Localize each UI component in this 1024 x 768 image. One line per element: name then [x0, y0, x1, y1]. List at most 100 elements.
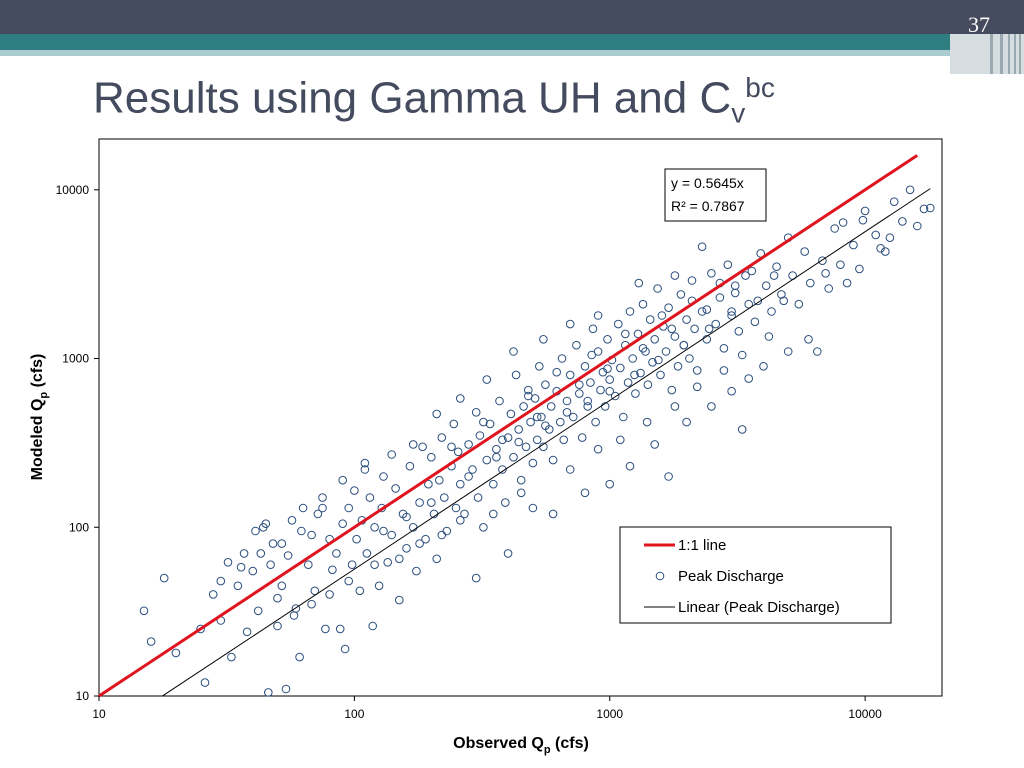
- data-point: [432, 409, 442, 419]
- data-point: [565, 465, 575, 474]
- data-point: [643, 380, 653, 390]
- y-axis-title-rest: (cfs): [29, 354, 46, 392]
- x-axis-title-rest: (cfs): [551, 735, 589, 752]
- data-point: [464, 440, 473, 449]
- data-point: [682, 417, 691, 427]
- data-point: [654, 355, 663, 365]
- data-point: [374, 581, 384, 591]
- data-point: [514, 437, 524, 447]
- data-point: [451, 503, 461, 513]
- data-point: [492, 452, 501, 462]
- data-point: [509, 347, 518, 356]
- data-point: [603, 335, 612, 344]
- data-point: [670, 332, 680, 341]
- data-point: [432, 554, 442, 564]
- data-point: [621, 329, 630, 339]
- data-point: [753, 296, 763, 306]
- data-point: [277, 539, 287, 548]
- data-point: [338, 519, 348, 529]
- data-point: [379, 472, 388, 481]
- data-point: [516, 475, 526, 485]
- x-tick-label: 100: [344, 707, 364, 721]
- data-point: [667, 324, 677, 334]
- data-point: [562, 396, 572, 406]
- data-point: [885, 233, 895, 242]
- data-point: [387, 450, 397, 459]
- data-point: [631, 389, 640, 398]
- data-point: [664, 472, 673, 481]
- data-point: [565, 319, 575, 329]
- data-point: [546, 402, 556, 411]
- data-point: [661, 347, 671, 356]
- data-point: [521, 442, 531, 452]
- x-axis-ticks: 10 100 1000 10000: [92, 696, 882, 721]
- data-point: [268, 539, 278, 548]
- data-point: [146, 637, 156, 646]
- data-point: [539, 335, 548, 344]
- data-point: [251, 526, 260, 536]
- data-point: [577, 433, 587, 442]
- data-point: [715, 293, 725, 302]
- data-point: [565, 370, 575, 380]
- data-point: [682, 315, 691, 324]
- data-point: [727, 307, 736, 316]
- points-layer: [139, 185, 935, 697]
- data-point: [572, 340, 581, 350]
- data-point: [562, 408, 572, 417]
- data-point: [605, 479, 615, 489]
- data-point: [860, 206, 870, 216]
- data-point: [289, 611, 299, 620]
- data-point: [415, 498, 424, 507]
- data-point: [676, 290, 686, 299]
- y-axis-ticks: 10 100 1000 10000: [56, 183, 99, 703]
- data-point: [440, 493, 449, 502]
- data-point: [365, 493, 375, 502]
- data-point: [485, 419, 495, 429]
- data-point: [548, 455, 558, 465]
- data-point: [593, 311, 603, 320]
- data-point: [605, 386, 615, 396]
- data-point: [818, 256, 827, 266]
- data-point: [849, 240, 858, 250]
- data-point: [344, 576, 354, 586]
- data-point: [630, 370, 639, 380]
- data-point: [511, 370, 521, 380]
- data-point: [200, 678, 210, 687]
- x-tick-label: 10: [92, 707, 106, 721]
- data-point: [575, 380, 584, 390]
- data-point: [239, 549, 249, 558]
- data-point: [667, 385, 677, 395]
- data-point: [516, 488, 526, 498]
- y-tick-label: 1000: [62, 352, 89, 366]
- data-point: [456, 479, 465, 489]
- data-point: [638, 299, 648, 309]
- data-point: [475, 431, 485, 440]
- data-point: [634, 278, 644, 288]
- data-point: [298, 503, 308, 513]
- data-point: [719, 344, 729, 353]
- slide-title-main: Results using Gamma UH and C: [93, 73, 732, 123]
- data-point: [287, 516, 297, 525]
- data-point: [535, 362, 544, 371]
- data-point: [625, 461, 635, 471]
- data-point: [653, 284, 662, 293]
- data-point: [767, 307, 776, 316]
- data-point: [619, 412, 628, 422]
- data-point: [449, 419, 459, 429]
- data-point: [605, 375, 615, 384]
- data-point: [456, 394, 465, 403]
- data-point: [670, 271, 680, 280]
- data-point: [616, 363, 625, 373]
- header-bar: [0, 0, 1024, 34]
- data-point: [616, 435, 625, 445]
- data-point: [236, 562, 246, 572]
- equation-line-1: y = 0.5645x: [671, 175, 744, 191]
- data-point: [408, 440, 418, 449]
- data-point: [741, 271, 750, 280]
- data-point: [437, 433, 447, 442]
- data-point: [591, 417, 600, 427]
- y-axis-title-sub: p: [38, 392, 50, 399]
- data-point: [427, 452, 436, 462]
- data-point: [498, 435, 507, 445]
- data-point: [456, 516, 465, 525]
